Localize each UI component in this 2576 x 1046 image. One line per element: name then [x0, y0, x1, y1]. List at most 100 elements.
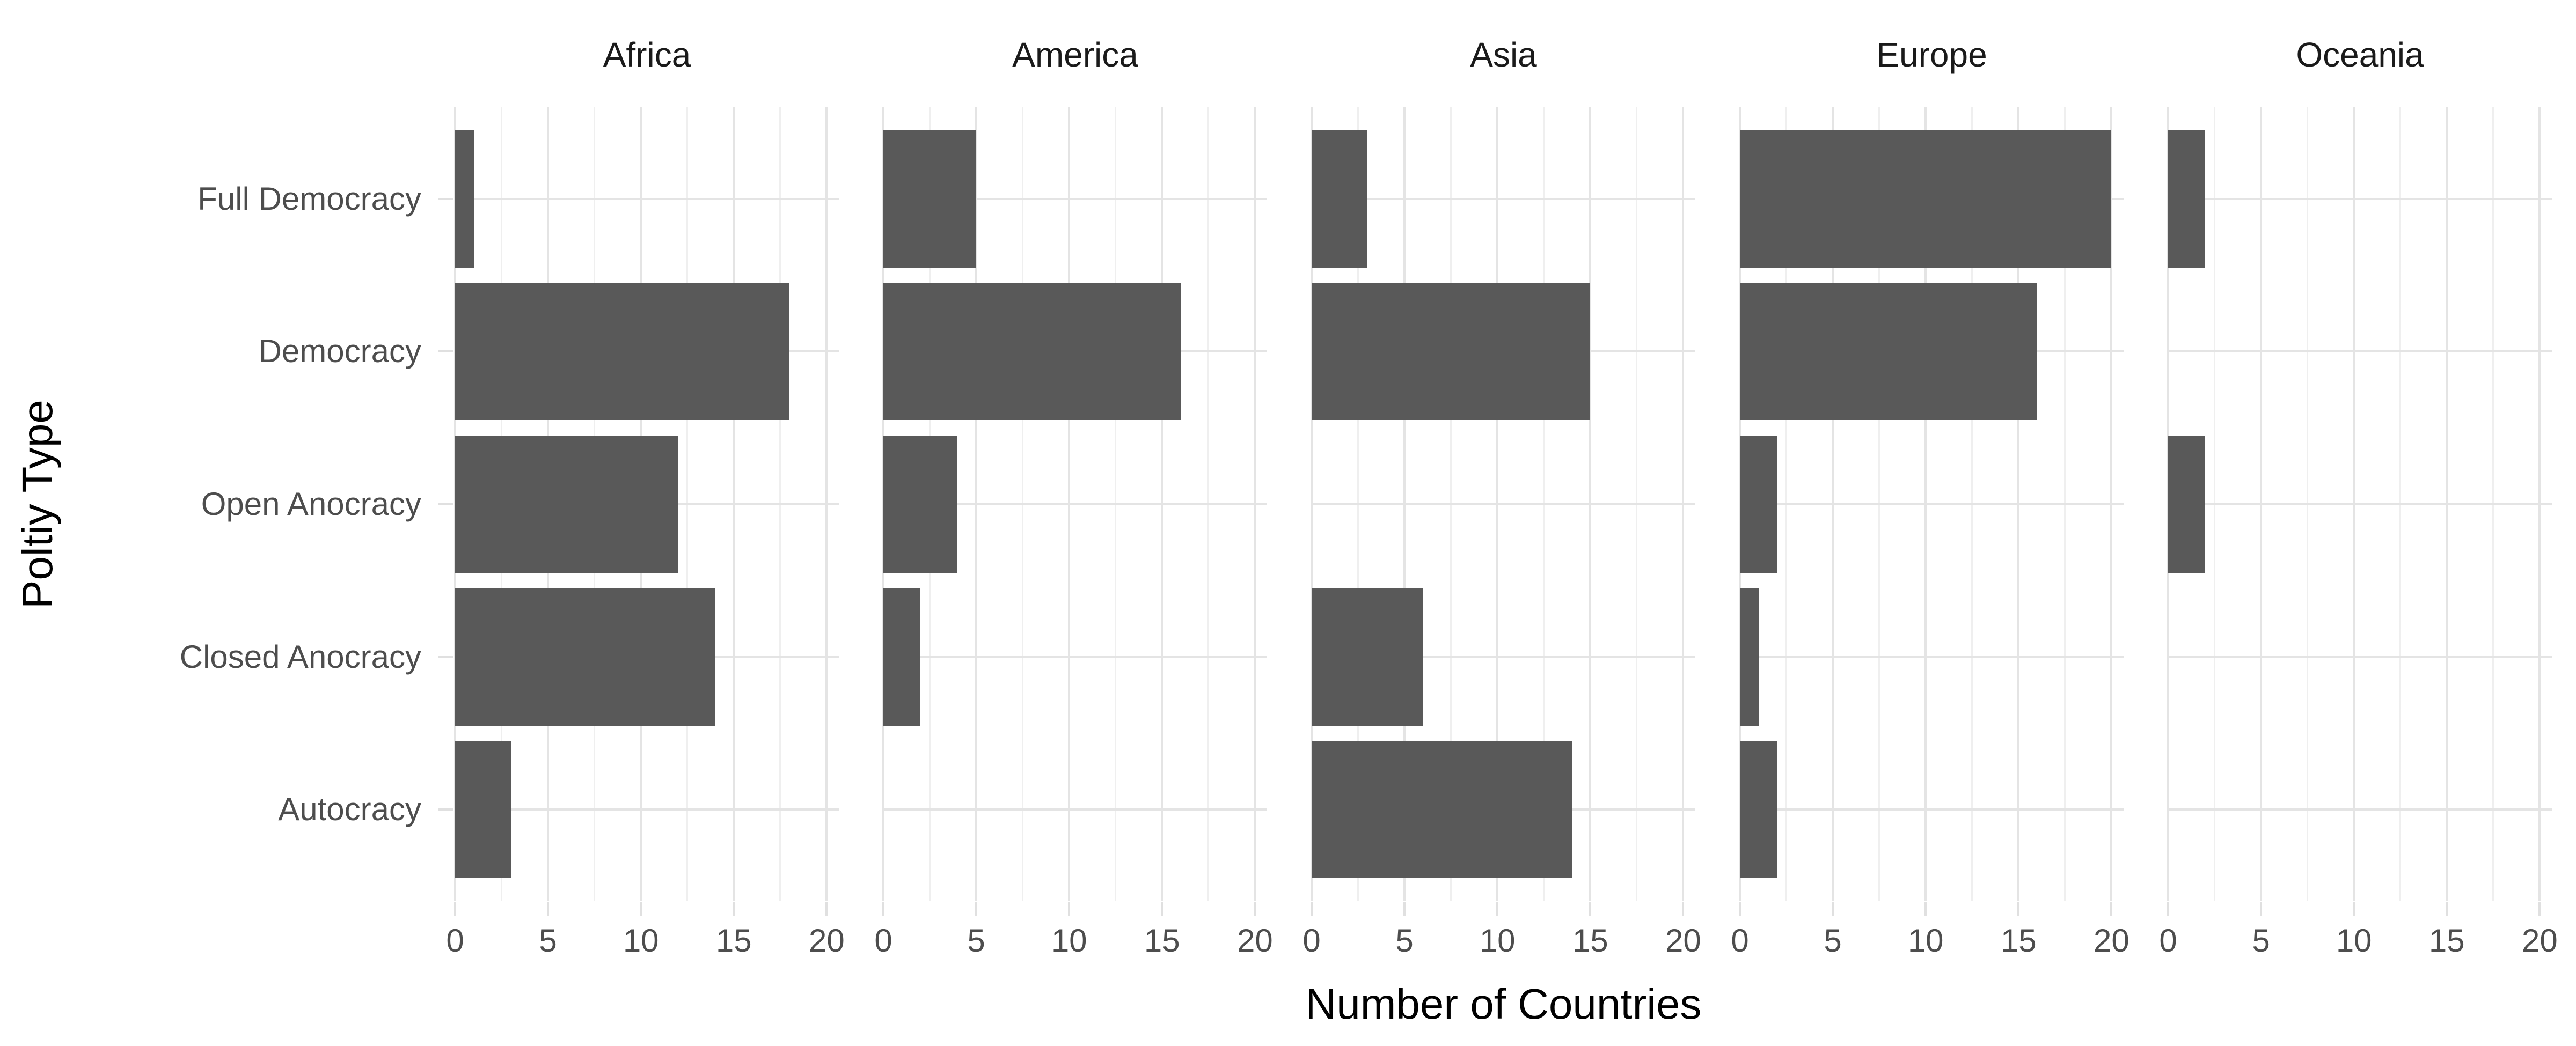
x-axis-tick-label: 20 — [2094, 923, 2129, 959]
x-axis-tick — [2446, 902, 2448, 916]
gridline-horizontal-major — [1312, 197, 1695, 200]
x-axis-tick — [2017, 902, 2020, 916]
x-axis-tick — [1496, 902, 1499, 916]
x-axis-tick-label: 5 — [2252, 923, 2270, 959]
gridline-horizontal-major — [455, 808, 839, 811]
x-axis-tick-label: 10 — [1907, 923, 1944, 959]
x-axis-tick-label: 15 — [2428, 923, 2465, 959]
bar-africa-3 — [455, 588, 715, 726]
gridline-horizontal-major — [883, 503, 1267, 505]
x-axis-tick-label: 15 — [715, 923, 752, 959]
bar-america-3 — [883, 588, 921, 726]
x-axis-tick — [882, 902, 884, 916]
x-axis-tick — [2538, 902, 2541, 916]
gridline-horizontal-major — [2168, 655, 2552, 658]
gridline-horizontal-major — [883, 197, 1267, 200]
x-axis-tick — [2353, 902, 2355, 916]
x-axis-tick-label: 0 — [1731, 923, 1749, 959]
facet-strip-asia: Asia — [1470, 35, 1537, 74]
gridline-horizontal-major — [1312, 503, 1695, 505]
bar-america-0 — [883, 130, 977, 268]
facet-panel-africa — [454, 107, 839, 901]
gridline-horizontal-major — [2168, 503, 2552, 505]
gridline-horizontal-major — [1740, 503, 2124, 505]
y-axis-label: Full Democracy — [197, 180, 421, 217]
bar-asia-0 — [1312, 130, 1367, 268]
x-axis-tick-label: 15 — [1572, 923, 1608, 959]
bar-europe-2 — [1740, 436, 1777, 573]
x-axis-tick — [2260, 902, 2263, 916]
x-axis-tick-label: 5 — [1395, 923, 1414, 959]
bar-africa-0 — [455, 130, 474, 268]
y-axis-label: Closed Anocracy — [179, 638, 421, 675]
x-axis-tick — [975, 902, 978, 916]
facet-strip-america: America — [1012, 35, 1138, 74]
bar-america-1 — [883, 283, 1181, 421]
gridline-horizontal-major — [883, 655, 1267, 658]
x-axis-title: Number of Countries — [1305, 980, 1702, 1028]
x-axis-tick — [547, 902, 550, 916]
bar-oceania-0 — [2168, 130, 2206, 268]
bar-africa-4 — [455, 741, 511, 879]
gridline-horizontal-major — [1740, 655, 2124, 658]
x-axis-tick — [1739, 902, 1741, 916]
facet-strip-africa: Africa — [603, 35, 691, 74]
gridline-horizontal-major — [1740, 808, 2124, 811]
x-axis-tick-label: 0 — [446, 923, 464, 959]
x-axis-tick-label: 5 — [967, 923, 985, 959]
y-axis-tick — [438, 350, 453, 353]
x-axis-tick-label: 5 — [1824, 923, 1842, 959]
x-axis-tick — [1068, 902, 1071, 916]
facet-strip-oceania: Oceania — [2296, 35, 2424, 74]
x-axis-tick — [1311, 902, 1313, 916]
x-axis-tick-label: 10 — [1051, 923, 1087, 959]
x-axis-tick — [825, 902, 828, 916]
bar-asia-3 — [1312, 588, 1423, 726]
x-axis-tick — [454, 902, 456, 916]
x-axis-tick — [1403, 902, 1406, 916]
y-axis-label: Autocracy — [278, 791, 421, 828]
x-axis-tick — [2110, 902, 2113, 916]
x-axis-tick — [2167, 902, 2169, 916]
bar-africa-1 — [455, 283, 790, 421]
x-axis-tick — [1924, 902, 1927, 916]
x-axis-tick — [733, 902, 735, 916]
gridline-horizontal-major — [883, 808, 1267, 811]
x-axis-tick — [640, 902, 642, 916]
bar-asia-4 — [1312, 741, 1572, 879]
y-axis-label: Open Anocracy — [201, 486, 421, 522]
x-axis-tick-label: 10 — [1479, 923, 1516, 959]
x-axis-tick-label: 0 — [874, 923, 892, 959]
x-axis-tick — [1161, 902, 1163, 916]
x-axis-tick-label: 5 — [539, 923, 557, 959]
x-axis-tick-label: 10 — [623, 923, 659, 959]
bar-europe-3 — [1740, 588, 1759, 726]
facet-strip-europe: Europe — [1876, 35, 1987, 74]
y-axis-tick — [438, 655, 453, 658]
x-axis-tick-label: 10 — [2336, 923, 2372, 959]
gridline-horizontal-major — [2168, 197, 2552, 200]
facet-panel-europe — [1739, 107, 2124, 901]
bar-europe-1 — [1740, 283, 2037, 421]
gridline-horizontal-major — [455, 197, 839, 200]
x-axis-tick — [1682, 902, 1685, 916]
x-axis-tick — [1589, 902, 1592, 916]
x-axis-tick-label: 0 — [2159, 923, 2177, 959]
x-axis-tick-label: 0 — [1302, 923, 1321, 959]
gridline-horizontal-major — [2168, 808, 2552, 811]
y-axis-tick — [438, 197, 453, 200]
facet-panel-asia — [1311, 107, 1695, 901]
y-axis-tick — [438, 503, 453, 505]
x-axis-tick-label: 20 — [2522, 923, 2558, 959]
gridline-horizontal-major — [2168, 350, 2552, 353]
facet-panel-america — [882, 107, 1267, 901]
bar-europe-4 — [1740, 741, 1777, 879]
bar-europe-0 — [1740, 130, 2112, 268]
bar-oceania-2 — [2168, 436, 2206, 573]
bar-america-2 — [883, 436, 958, 573]
y-axis-label: Democracy — [258, 333, 421, 370]
x-axis-tick — [1832, 902, 1834, 916]
bar-africa-2 — [455, 436, 678, 573]
facet-panel-oceania — [2167, 107, 2552, 901]
